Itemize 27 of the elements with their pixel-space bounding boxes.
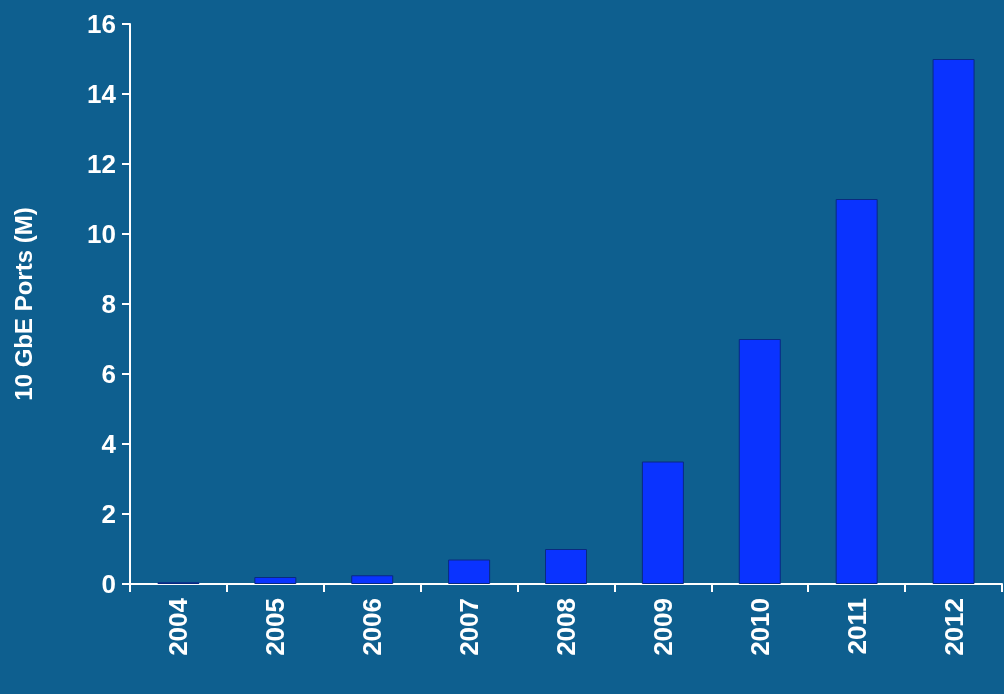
bar	[545, 549, 587, 584]
x-tick-label: 2004	[163, 597, 194, 656]
y-tick-label: 4	[101, 429, 117, 459]
y-tick-label: 8	[101, 289, 116, 319]
bar	[448, 559, 491, 584]
x-tick-label: 2005	[260, 598, 291, 656]
x-tick-label: 2012	[938, 598, 969, 656]
bar	[254, 577, 297, 584]
x-tick-label: 2010	[744, 598, 775, 656]
bar	[351, 575, 394, 584]
bar	[641, 461, 684, 584]
x-tick-label: 2011	[841, 598, 872, 655]
bar	[932, 59, 975, 584]
y-tick-label: 6	[101, 359, 116, 389]
y-tick-label: 12	[87, 149, 116, 179]
bar	[835, 199, 878, 584]
x-tick-label: 2006	[357, 598, 388, 656]
y-tick-label: 0	[101, 569, 116, 599]
x-tick-label: 2009	[647, 598, 678, 656]
y-tick-label: 2	[101, 499, 116, 529]
y-tick-label: 16	[87, 9, 116, 39]
x-tick-label: 2008	[551, 598, 581, 656]
y-axis-title: 10 GbE Ports (M)	[9, 207, 37, 401]
bar	[738, 339, 781, 584]
y-tick-label: 10	[87, 219, 116, 249]
x-tick-label: 2007	[454, 598, 485, 656]
y-tick-label: 14	[87, 79, 117, 109]
